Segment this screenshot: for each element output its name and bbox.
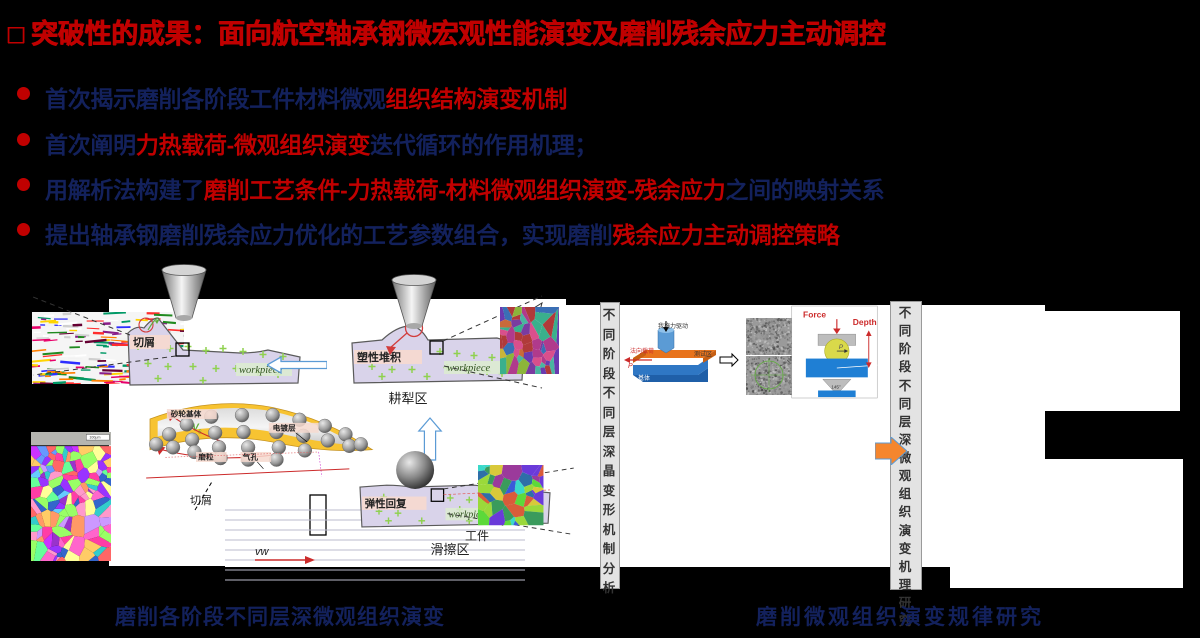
svg-text:基体: 基体 (638, 374, 650, 382)
svg-text:测试区: 测试区 (694, 350, 712, 358)
svg-text:P: P (839, 344, 844, 351)
svg-text:切屑: 切屑 (133, 336, 155, 349)
svg-text:vw: vw (255, 546, 270, 558)
svg-text:法向载荷: 法向载荷 (630, 347, 654, 355)
svg-text:弹性回复: 弹性回复 (365, 497, 407, 510)
svg-text:磨粒: 磨粒 (197, 452, 214, 462)
svg-text:Force: Force (803, 309, 826, 319)
svg-text:塑性堆积: 塑性堆积 (357, 350, 401, 364)
svg-text:气孔: 气孔 (242, 452, 259, 462)
svg-text:145°: 145° (831, 385, 841, 390)
svg-text:砂轮基体: 砂轮基体 (171, 409, 202, 419)
svg-text:我施力驱动: 我施力驱动 (658, 322, 688, 330)
svg-text:100μm: 100μm (89, 435, 100, 439)
svg-text:电镀层: 电镀层 (273, 423, 296, 433)
svg-text:Depth: Depth (853, 317, 877, 327)
svg-text:P: P (628, 363, 633, 370)
